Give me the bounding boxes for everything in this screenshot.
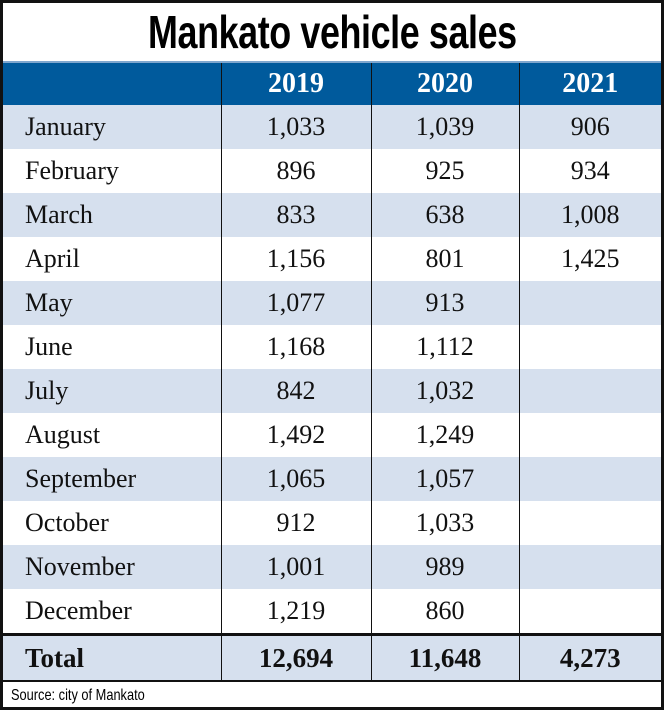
sales-value <box>518 457 661 501</box>
header-cell-year: 2021 <box>518 61 661 105</box>
header-cell-year: 2019 <box>220 61 371 105</box>
sales-value: 1,219 <box>220 589 371 635</box>
sales-value: 1,033 <box>370 501 519 545</box>
source-note: Source: city of Mankato <box>3 680 661 707</box>
sales-value: 1,065 <box>220 457 371 501</box>
total-value: 11,648 <box>370 633 519 680</box>
sales-value: 1,156 <box>220 237 371 281</box>
table-row: July 842 1,032 <box>3 369 661 413</box>
chart-title: Mankato vehicle sales <box>3 3 661 61</box>
sales-value <box>518 589 661 635</box>
month-label: June <box>3 325 221 369</box>
table-row: October 912 1,033 <box>3 501 661 545</box>
sales-value <box>518 545 661 589</box>
month-label: August <box>3 413 221 457</box>
sales-value: 1,057 <box>370 457 519 501</box>
sales-value <box>518 369 661 413</box>
sales-value: 860 <box>370 589 519 635</box>
month-label: December <box>3 589 221 635</box>
sales-value <box>518 325 661 369</box>
table-row: March 833 638 1,008 <box>3 193 661 237</box>
sales-value: 912 <box>220 501 371 545</box>
table-row: September 1,065 1,057 <box>3 457 661 501</box>
sales-value: 1,492 <box>220 413 371 457</box>
sales-value: 1,032 <box>370 369 519 413</box>
table-row: December 1,219 860 <box>3 589 661 635</box>
sales-value: 1,249 <box>370 413 519 457</box>
month-label: November <box>3 545 221 589</box>
month-label: January <box>3 105 221 149</box>
sales-table: 2019 2020 2021 January 1,033 1,039 906 Februar… <box>3 61 661 680</box>
month-label: July <box>3 369 221 413</box>
sales-value: 913 <box>370 281 519 325</box>
sales-value: 925 <box>370 149 519 193</box>
sales-value <box>518 501 661 545</box>
sales-value: 1,077 <box>220 281 371 325</box>
header-cell-blank <box>3 61 221 105</box>
table-row: January 1,033 1,039 906 <box>3 105 661 149</box>
sales-value: 989 <box>370 545 519 589</box>
sales-value: 896 <box>220 149 371 193</box>
total-value: 12,694 <box>220 633 371 680</box>
sales-value: 638 <box>370 193 519 237</box>
table-row: August 1,492 1,249 <box>3 413 661 457</box>
table-row: June 1,168 1,112 <box>3 325 661 369</box>
table-row: April 1,156 801 1,425 <box>3 237 661 281</box>
total-row: Total 12,694 11,648 4,273 <box>3 633 661 680</box>
sales-value <box>518 281 661 325</box>
month-label: October <box>3 501 221 545</box>
sales-value: 1,039 <box>370 105 519 149</box>
month-label: February <box>3 149 221 193</box>
sales-value: 842 <box>220 369 371 413</box>
month-label: May <box>3 281 221 325</box>
sales-value <box>518 413 661 457</box>
sales-value: 934 <box>518 149 661 193</box>
sales-value: 1,168 <box>220 325 371 369</box>
sales-value: 1,001 <box>220 545 371 589</box>
sales-value: 1,112 <box>370 325 519 369</box>
sales-value: 833 <box>220 193 371 237</box>
title-text: Mankato vehicle sales <box>147 6 517 58</box>
sales-value: 1,033 <box>220 105 371 149</box>
total-value: 4,273 <box>518 633 661 680</box>
month-label: September <box>3 457 221 501</box>
sales-value: 1,425 <box>518 237 661 281</box>
month-label: April <box>3 237 221 281</box>
month-label: March <box>3 193 221 237</box>
header-cell-year: 2020 <box>370 61 519 105</box>
table-row: November 1,001 989 <box>3 545 661 589</box>
sales-value: 906 <box>518 105 661 149</box>
sales-value: 1,008 <box>518 193 661 237</box>
table-row: May 1,077 913 <box>3 281 661 325</box>
sales-value: 801 <box>370 237 519 281</box>
header-row: 2019 2020 2021 <box>3 61 661 105</box>
total-label: Total <box>3 633 221 680</box>
source-text: Source: city of Mankato <box>11 687 145 704</box>
table-row: February 896 925 934 <box>3 149 661 193</box>
